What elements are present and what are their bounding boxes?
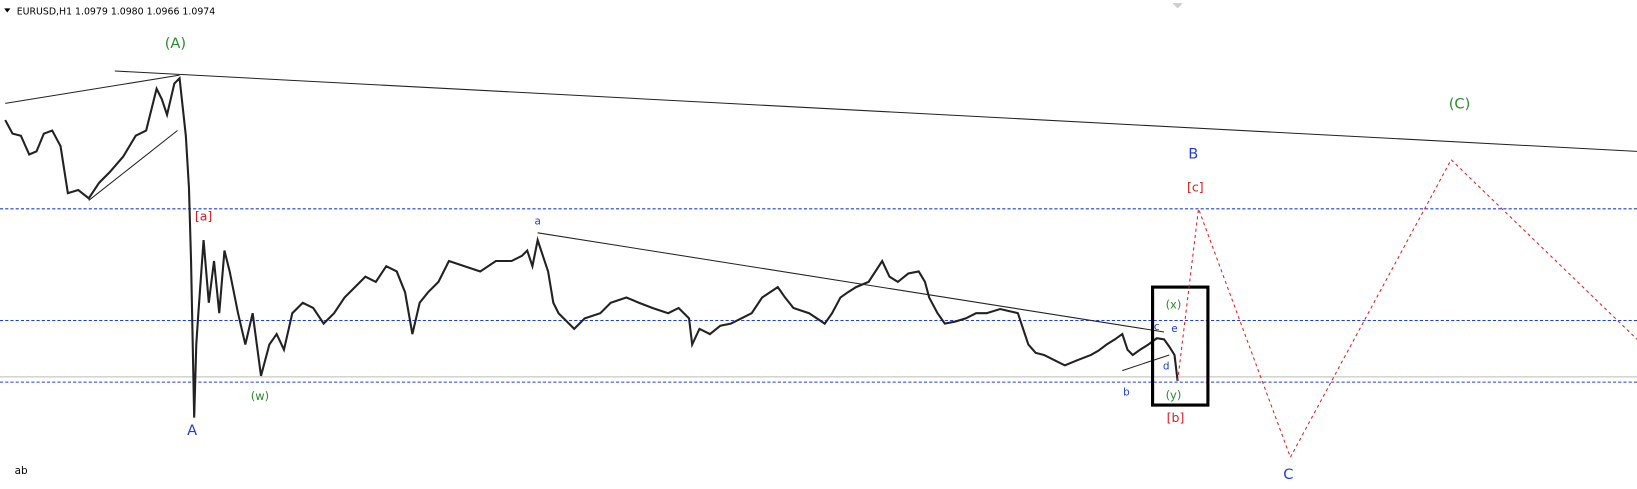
menu-arrow[interactable] (4, 8, 11, 13)
wave-label: a (534, 215, 540, 227)
trend-line (537, 232, 1165, 333)
wave-label: b (1123, 387, 1130, 399)
highlight-box (1151, 285, 1210, 407)
projection-path (1177, 158, 1637, 459)
wave-label: [a] (195, 209, 212, 224)
wave-label: (y) (1166, 388, 1182, 402)
trend-line (1122, 354, 1170, 372)
trend-line (114, 70, 1637, 152)
wave-label: d (1163, 360, 1170, 372)
trend-line (88, 130, 178, 201)
price: 1.0974 (182, 6, 215, 17)
wave-label: [b] (1167, 410, 1185, 425)
wave-label: C (1283, 466, 1293, 483)
wave-label: B (1188, 146, 1198, 163)
price: 1.0980 (111, 6, 144, 17)
marker (1172, 3, 1183, 9)
symbol: EURUSD,H1 (17, 6, 72, 17)
wave-label: [c] (1187, 179, 1204, 194)
footer-text: ab (15, 465, 28, 477)
chart-area: EURUSD,H1 1.0979 1.0980 1.0966 1.0974 (A… (0, 3, 1637, 483)
wave-label: (A) (165, 35, 186, 52)
trend-line (5, 74, 180, 104)
price: 1.0966 (147, 6, 180, 17)
price-bars (4, 76, 1179, 418)
wave-label: e (1171, 323, 1177, 335)
wave-label: (x) (1166, 297, 1182, 311)
wave-label: c (1154, 321, 1160, 333)
price: 1.0979 (75, 6, 108, 17)
wave-label: A (187, 422, 197, 439)
header: EURUSD,H1 1.0979 1.0980 1.0966 1.0974 (17, 6, 216, 17)
wave-label: (C) (1449, 95, 1471, 112)
wave-label: (w) (251, 389, 269, 403)
